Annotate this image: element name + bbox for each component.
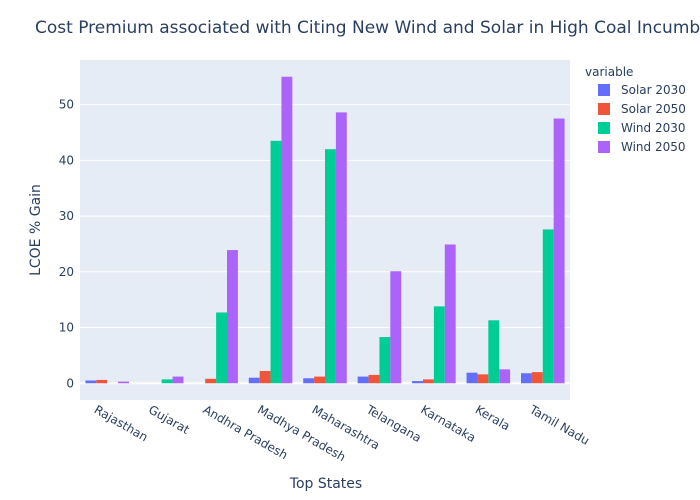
bar xyxy=(466,372,478,384)
series-wind-2050 xyxy=(118,76,565,384)
chart-title: Cost Premium associated with Citing New … xyxy=(35,18,700,38)
bar xyxy=(368,374,380,384)
bar xyxy=(390,271,402,384)
series-solar-2050 xyxy=(96,371,543,384)
legend-swatch xyxy=(598,84,610,96)
bar xyxy=(444,244,456,384)
y-tick-label: 40 xyxy=(59,153,74,167)
legend-item[interactable]: Solar 2050 xyxy=(598,102,686,116)
bar xyxy=(205,378,217,384)
legend-item[interactable]: Solar 2030 xyxy=(598,83,686,97)
legend-item[interactable]: Wind 2050 xyxy=(598,140,686,154)
bar xyxy=(303,378,315,384)
legend-swatch xyxy=(598,103,610,115)
bar xyxy=(96,379,108,384)
y-tick-label: 10 xyxy=(59,321,74,335)
y-tick-label: 50 xyxy=(59,98,74,112)
y-tick-label: 0 xyxy=(66,376,74,390)
series-solar-2030 xyxy=(85,372,532,384)
legend-label: Solar 2030 xyxy=(621,83,686,97)
legend-swatch xyxy=(598,122,610,134)
bar xyxy=(259,371,271,384)
bar xyxy=(161,379,173,384)
bar xyxy=(423,379,434,384)
bar xyxy=(270,140,282,384)
bar xyxy=(488,320,500,384)
legend: variable Solar 2030 Solar 2050 Wind 2030 Wi… xyxy=(585,65,686,154)
series-wind-2030 xyxy=(161,140,554,384)
bar xyxy=(281,76,293,384)
bar xyxy=(542,229,554,384)
bar xyxy=(85,380,97,384)
bar xyxy=(553,118,565,384)
legend-title: variable xyxy=(585,65,633,79)
y-tick-label: 30 xyxy=(59,209,74,223)
legend-label: Wind 2050 xyxy=(621,140,686,154)
legend-label: Wind 2030 xyxy=(621,121,686,135)
y-tick-labels: 0 10 20 30 40 50 xyxy=(59,98,74,391)
y-tick-label: 20 xyxy=(59,265,74,279)
bar xyxy=(325,149,336,384)
legend-item[interactable]: Wind 2030 xyxy=(598,121,686,135)
bar xyxy=(248,377,260,384)
bar xyxy=(357,376,369,384)
bar xyxy=(499,369,511,384)
bar xyxy=(172,376,184,384)
bar xyxy=(433,306,445,384)
bar xyxy=(412,381,423,384)
bar xyxy=(314,376,325,384)
bar xyxy=(379,337,391,384)
bar xyxy=(118,381,129,384)
x-axis-title: Top States xyxy=(289,476,362,492)
bar xyxy=(335,112,347,384)
bars xyxy=(85,76,565,384)
bar xyxy=(531,372,543,384)
bar xyxy=(477,374,489,384)
bar xyxy=(227,250,238,384)
bar xyxy=(216,312,227,384)
legend-label: Solar 2050 xyxy=(621,102,686,116)
y-axis-title: LCOE % Gain xyxy=(28,184,44,276)
bar xyxy=(521,373,532,384)
legend-swatch xyxy=(598,141,610,153)
